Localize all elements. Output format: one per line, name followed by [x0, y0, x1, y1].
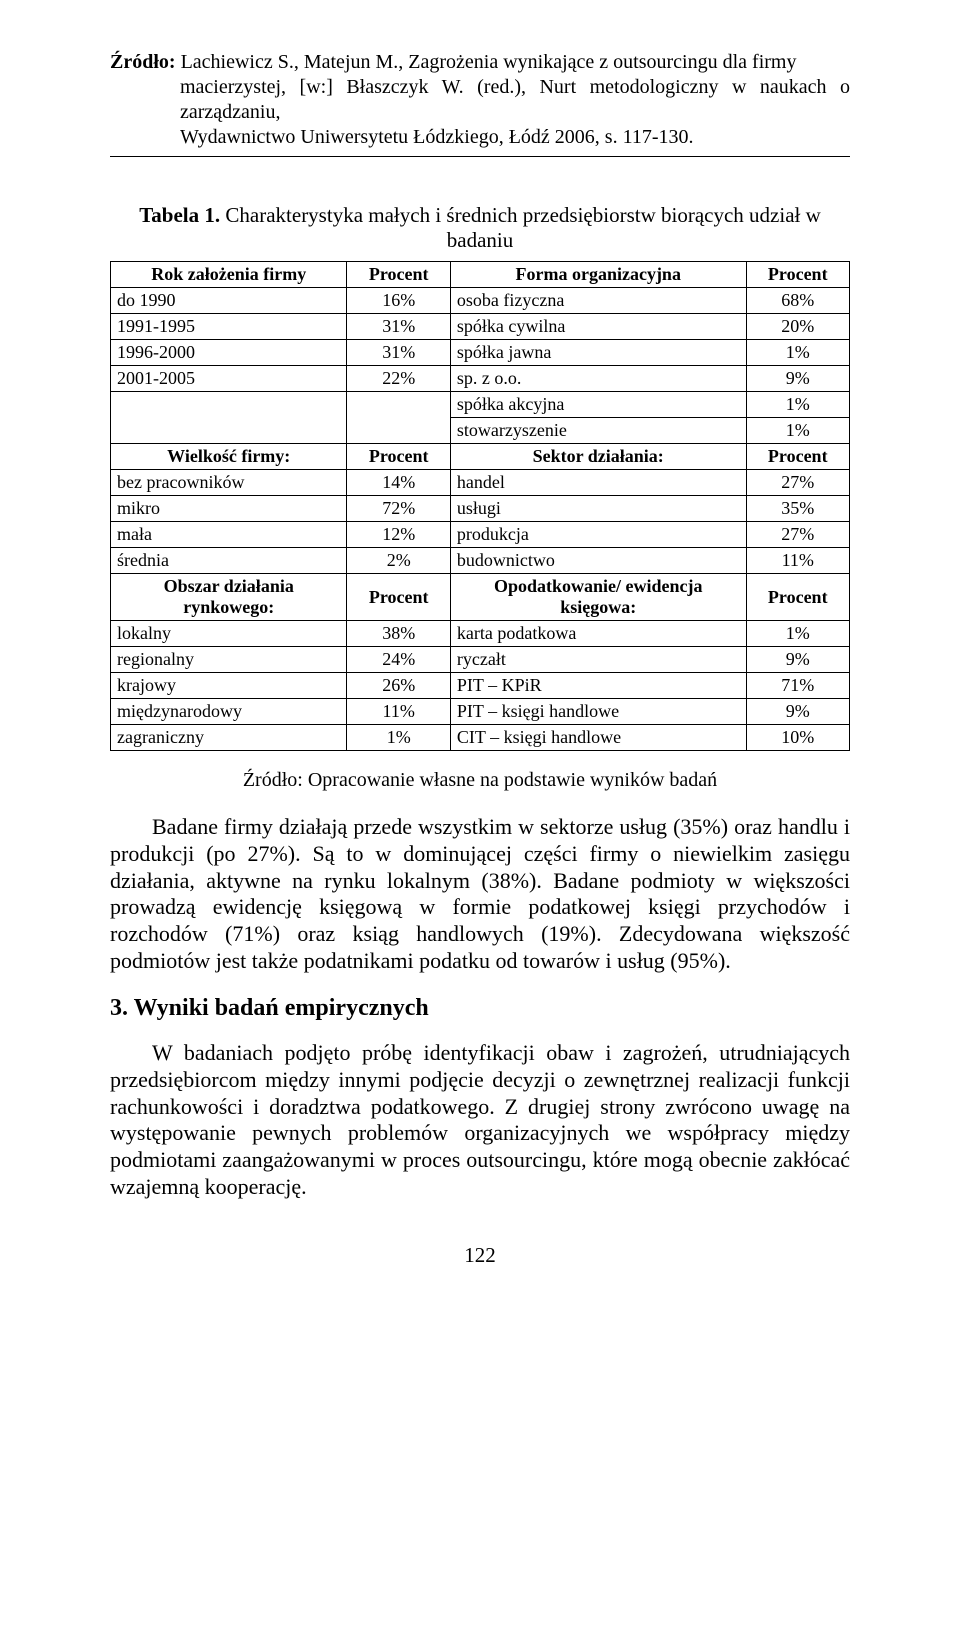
page: Źródło: Lachiewicz S., Matejun M., Zagro… [0, 0, 960, 1308]
header-cell: Forma organizacyjna [450, 262, 746, 288]
header-cell: Procent [347, 262, 450, 288]
header-cell: Procent [746, 262, 849, 288]
header-cell: Procent [347, 574, 450, 621]
source-label: Źródło: [110, 51, 176, 73]
header-cell: Procent [347, 444, 450, 470]
source-text-2: macierzystej, [w:] Błaszczyk W. (red.), … [110, 75, 850, 125]
citation-source: Źródło: Lachiewicz S., Matejun M., Zagro… [110, 50, 850, 150]
table-caption-number: Tabela 1. [139, 203, 220, 227]
table-source: Źródło: Opracowanie własne na podstawie … [110, 769, 850, 792]
table-header-row-1: Rok założenia firmy Procent Forma organi… [111, 262, 850, 288]
header-cell: Procent [746, 444, 849, 470]
header-cell: Wielkość firmy: [111, 444, 347, 470]
table-row: 2001-2005 22% sp. z o.o. 9% [111, 366, 850, 392]
page-number: 122 [110, 1243, 850, 1268]
table-row: regionalny 24% ryczałt 9% [111, 647, 850, 673]
table-header-row-2: Wielkość firmy: Procent Sektor działania… [111, 444, 850, 470]
source-text-3: Wydawnictwo Uniwersytetu Łódzkiego, Łódź… [110, 125, 850, 150]
table-row: lokalny 38% karta podatkowa 1% [111, 621, 850, 647]
table-caption-text: Charakterystyka małych i średnich przeds… [220, 203, 821, 252]
header-cell: Opodatkowanie/ ewidencja księgowa: [450, 574, 746, 621]
table-row: do 1990 16% osoba fizyczna 68% [111, 288, 850, 314]
paragraph-2: W badaniach podjęto próbę identyfikacji … [110, 1040, 850, 1201]
table-header-row-3: Obszar działania rynkowego: Procent Opod… [111, 574, 850, 621]
table-caption: Tabela 1. Charakterystyka małych i średn… [110, 203, 850, 253]
table-row: zagraniczny 1% CIT – księgi handlowe 10% [111, 725, 850, 751]
section-heading: 3. Wyniki badań empirycznych [110, 995, 850, 1022]
table-row: mikro 72% usługi 35% [111, 496, 850, 522]
table-row: 1991-1995 31% spółka cywilna 20% [111, 314, 850, 340]
table-row: bez pracowników 14% handel 27% [111, 470, 850, 496]
divider [110, 156, 850, 157]
table-row: średnia 2% budownictwo 11% [111, 548, 850, 574]
table-row: mała 12% produkcja 27% [111, 522, 850, 548]
header-cell: Sektor działania: [450, 444, 746, 470]
header-cell: Rok założenia firmy [111, 262, 347, 288]
characteristics-table: Rok założenia firmy Procent Forma organi… [110, 261, 850, 751]
source-text-1: Lachiewicz S., Matejun M., Zagrożenia wy… [176, 51, 797, 73]
table-row: spółka akcyjna 1% [111, 392, 850, 418]
table-row: międzynarodowy 11% PIT – księgi handlowe… [111, 699, 850, 725]
header-cell: Obszar działania rynkowego: [111, 574, 347, 621]
paragraph-1: Badane firmy działają przede wszystkim w… [110, 814, 850, 975]
table-body: Rok założenia firmy Procent Forma organi… [111, 262, 850, 751]
header-cell: Procent [746, 574, 849, 621]
table-row: 1996-2000 31% spółka jawna 1% [111, 340, 850, 366]
table-row: krajowy 26% PIT – KPiR 71% [111, 673, 850, 699]
